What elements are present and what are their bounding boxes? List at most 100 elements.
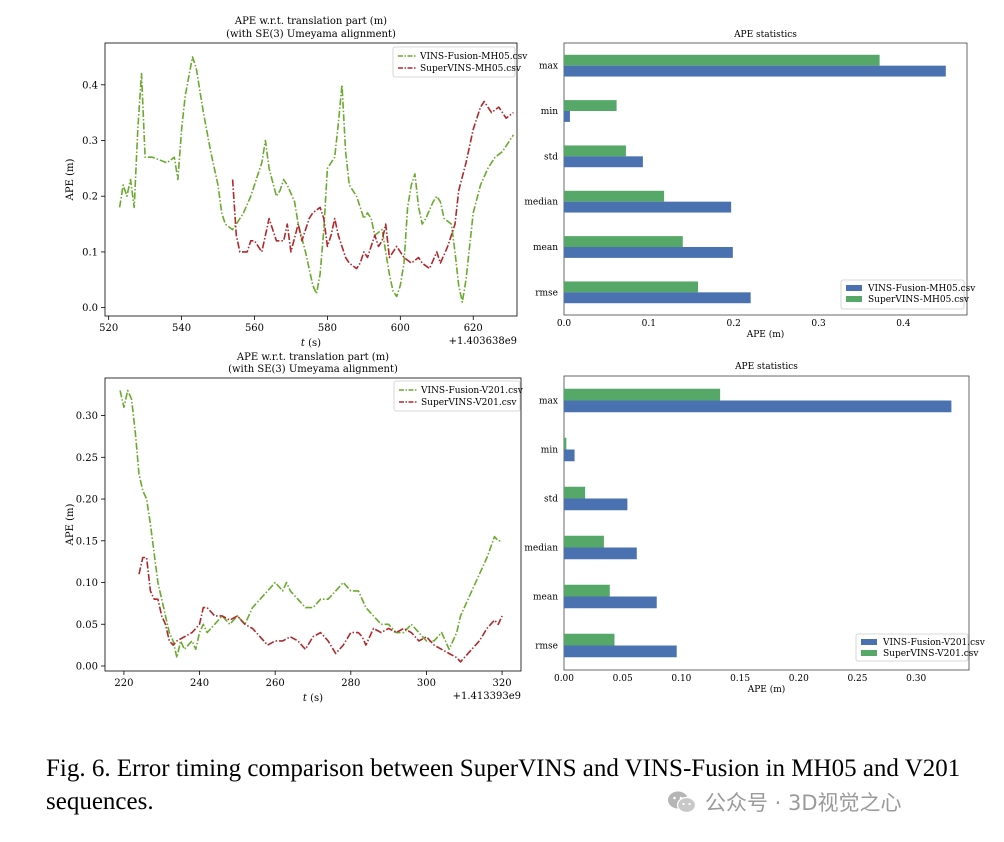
bar-supervins-min <box>564 100 617 111</box>
category-label: min <box>541 107 558 117</box>
x-tick-label: 580 <box>318 323 337 334</box>
bar-supervins-rmse <box>564 281 699 293</box>
x-tick-label: 0.30 <box>906 674 926 684</box>
chart-title: APE statistics <box>733 30 797 40</box>
legend-swatch <box>846 285 862 291</box>
y-tick-label: 0.3 <box>82 136 98 147</box>
category-label: max <box>539 62 558 72</box>
y-tick-label: 0.10 <box>76 578 98 589</box>
bar-vins-fusion-rmse <box>564 292 751 304</box>
legend-label: VINS-Fusion-MH05.csv <box>419 52 528 62</box>
x-axis-label: t (s) <box>303 693 323 704</box>
y-axis-label: APE (m) <box>65 504 76 547</box>
bar-supervins-median <box>564 190 665 202</box>
y-tick-label: 0.2 <box>82 192 98 203</box>
x-tick-label: 0.20 <box>789 674 809 684</box>
plot-frame <box>563 42 968 316</box>
bar-supervins-mean <box>564 584 610 597</box>
category-label: std <box>544 495 558 505</box>
x-tick-label: 0.4 <box>896 319 911 329</box>
bar-vins-fusion-min <box>564 449 575 462</box>
x-tick-label: 0.3 <box>811 319 826 329</box>
legend-box <box>392 46 516 78</box>
bar-vins-fusion-median <box>564 201 732 213</box>
x-tick-label: 0.0 <box>557 319 572 329</box>
category-label: max <box>539 397 558 407</box>
x-offset-label: +1.413393e9 <box>453 691 521 702</box>
x-tick-label: 280 <box>341 678 360 689</box>
bar-supervins-std <box>564 486 586 499</box>
watermark: 公众号 · 3D视觉之心 <box>667 787 902 817</box>
legend-label: VINS-Fusion-MH05.csv <box>867 284 976 294</box>
x-tick-label: 600 <box>391 323 410 334</box>
plot-frame <box>563 375 970 671</box>
legend-label: SuperVINS-MH05.csv <box>420 64 522 74</box>
bar-vins-fusion-median <box>564 547 637 560</box>
x-tick-label: 0.15 <box>730 674 750 684</box>
x-offset-label: +1.403638e9 <box>449 336 517 347</box>
legend-swatch <box>846 296 862 302</box>
x-tick-label: 520 <box>99 323 118 334</box>
legend-label: SuperVINS-MH05.csv <box>868 295 970 305</box>
y-axis-label: APE (m) <box>65 159 76 202</box>
series-line-supervins <box>138 556 503 663</box>
category-label: rmse <box>535 288 558 298</box>
y-tick-label: 0.25 <box>76 453 98 464</box>
x-tick-label: 220 <box>114 678 133 689</box>
bar-supervins-std <box>564 145 626 157</box>
x-tick-label: 0.10 <box>671 674 691 684</box>
bar-vins-fusion-max <box>564 65 946 77</box>
y-tick-label: 0.00 <box>76 661 98 672</box>
bar-vins-fusion-max <box>564 400 952 413</box>
bar-vins-fusion-min <box>564 111 570 122</box>
bar-vins-fusion-std <box>564 498 628 511</box>
category-label: std <box>544 152 558 162</box>
legend-label: VINS-Fusion-V201.csv <box>420 386 524 396</box>
x-tick-label: 0.1 <box>642 319 656 329</box>
line-chart-2: APE w.r.t. translation part (m)(with SE(… <box>65 352 524 704</box>
legend-box <box>840 279 965 310</box>
category-label: median <box>524 198 558 208</box>
y-tick-label: 0.30 <box>76 411 98 422</box>
legend-box <box>393 380 521 412</box>
bar-supervins-max <box>564 54 880 66</box>
line-chart-0: APE w.r.t. translation part (m) (with SE(… <box>65 16 528 349</box>
chart-subtitle: (with SE(3) Umeyama alignment) <box>228 364 398 375</box>
bar-chart-1: APE statistics max min std median mean rmse 0.0… <box>524 30 976 340</box>
chart-title: APE w.r.t. translation part (m) <box>236 352 389 363</box>
x-tick-label: 620 <box>464 323 483 334</box>
chart-subtitle: (with SE(3) Umeyama alignment) <box>226 29 396 40</box>
watermark-text: 公众号 · 3D视觉之心 <box>705 791 902 815</box>
legend-box <box>855 633 969 662</box>
x-axis-label: APE (m) <box>747 684 786 695</box>
bar-supervins-median <box>564 535 604 548</box>
bar-vins-fusion-mean <box>564 247 733 258</box>
legend-swatch <box>861 639 877 645</box>
chart-title: APE statistics <box>734 362 798 372</box>
bar-supervins-min <box>564 437 567 450</box>
legend-label: VINS-Fusion-V201.csv <box>882 638 986 648</box>
x-tick-label: 320 <box>493 678 512 689</box>
y-tick-label: 0.15 <box>76 536 98 547</box>
x-tick-label: 300 <box>417 678 436 689</box>
bar-vins-fusion-mean <box>564 596 657 609</box>
category-label: mean <box>533 593 558 603</box>
bar-vins-fusion-std <box>564 156 643 168</box>
x-tick-label: 560 <box>245 323 264 334</box>
plot-frame <box>104 377 522 672</box>
category-label: min <box>541 446 558 456</box>
x-tick-label: 240 <box>190 678 209 689</box>
y-tick-label: 0.1 <box>82 247 98 258</box>
y-tick-label: 0.0 <box>82 303 98 314</box>
bar-supervins-rmse <box>564 633 615 646</box>
category-label: rmse <box>535 642 558 652</box>
x-tick-label: 260 <box>266 678 285 689</box>
legend-label: SuperVINS-V201.csv <box>421 398 517 408</box>
legend-swatch <box>861 650 877 656</box>
bar-supervins-mean <box>564 236 683 247</box>
bar-vins-fusion-rmse <box>564 645 677 658</box>
x-tick-label: 0.00 <box>554 674 574 684</box>
bar-chart-3: APE statistics max min std median mean rmse 0.0… <box>524 362 985 695</box>
y-tick-label: 0.4 <box>82 80 98 91</box>
